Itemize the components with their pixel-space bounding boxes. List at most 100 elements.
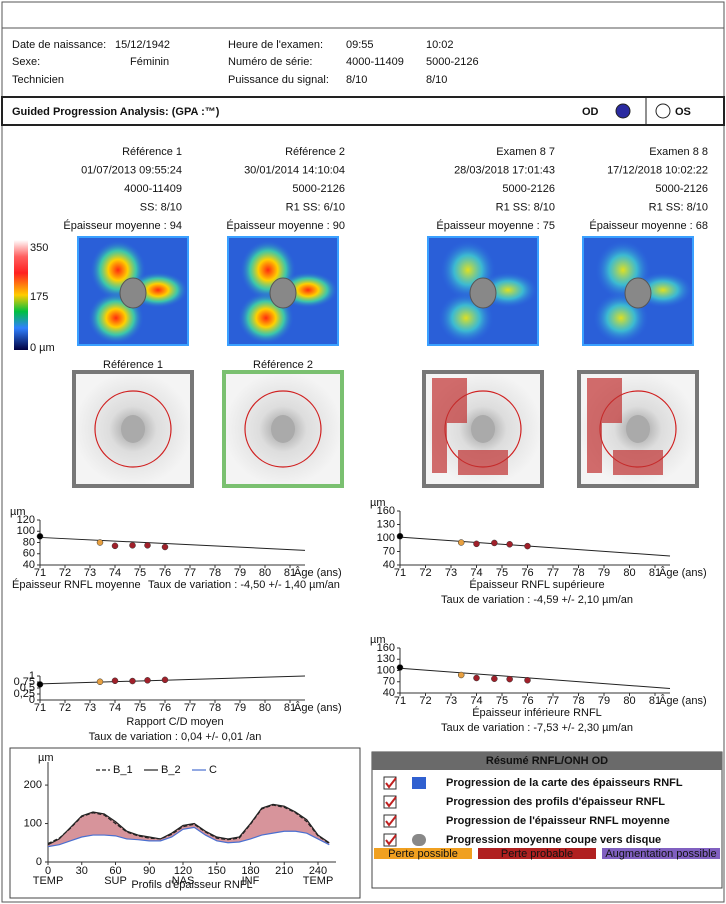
exam-datetime: 01/07/2013 09:55:24 bbox=[81, 164, 182, 176]
label: Rapport C/D moyen bbox=[126, 716, 223, 728]
x-tick-label: 77 bbox=[547, 695, 559, 707]
label: Référence 2 bbox=[253, 359, 313, 371]
x-tick-label: 76 bbox=[521, 695, 533, 707]
label: Âge (ans) bbox=[294, 566, 342, 579]
x-tick-label: 73 bbox=[84, 567, 96, 579]
exam-datetime: 17/12/2018 10:02:22 bbox=[607, 164, 708, 176]
x-tick-label: 76 bbox=[159, 567, 171, 579]
label: Numéro de série: bbox=[228, 56, 312, 68]
y-tick-label: 100 bbox=[377, 532, 395, 544]
x-tick-label: 78 bbox=[572, 695, 584, 707]
label: 10:02 bbox=[426, 39, 454, 51]
x-tick-label: 80 bbox=[623, 695, 635, 707]
trend-point bbox=[145, 677, 151, 683]
y-tick-label: 160 bbox=[377, 505, 395, 517]
x-tick-label: 79 bbox=[598, 695, 610, 707]
x-tick-label: 71 bbox=[394, 567, 406, 579]
exam-name: Examen 8 7 bbox=[496, 146, 555, 158]
trend-point bbox=[474, 541, 480, 547]
y-tick-label: 100 bbox=[17, 525, 35, 537]
trend-point bbox=[112, 543, 118, 549]
exam-serial: 4000-11409 bbox=[124, 183, 182, 195]
x-tick-label: 78 bbox=[209, 702, 221, 714]
x-tick-label: 210 bbox=[275, 865, 293, 877]
label: Progression des profils d'épaisseur RNFL bbox=[446, 796, 665, 808]
x-tick-label: 30 bbox=[76, 865, 88, 877]
y-tick-label: 60 bbox=[23, 548, 35, 560]
exam-thickness: Épaisseur moyenne : 68 bbox=[589, 219, 708, 232]
label: OS bbox=[675, 106, 691, 118]
label: Taux de variation : -7,53 +/- 2,30 µm/an bbox=[441, 722, 633, 734]
trend-point bbox=[162, 677, 168, 683]
legend-label: B_1 bbox=[113, 764, 133, 776]
label: Féminin bbox=[130, 56, 169, 68]
x-tick-label: 73 bbox=[445, 695, 457, 707]
label: Technicien bbox=[12, 74, 64, 86]
trend-point bbox=[112, 678, 118, 684]
exam-ss: SS: 8/10 bbox=[140, 201, 182, 213]
label: 350 bbox=[30, 242, 48, 254]
x-tick-label: 79 bbox=[234, 567, 246, 579]
trend-point bbox=[37, 533, 43, 539]
optic-disc bbox=[625, 278, 651, 308]
x-tick-label: 150 bbox=[208, 865, 226, 877]
label: Taux de variation : -4,50 +/- 1,40 µm/an bbox=[148, 579, 340, 591]
exam-ss: R1 SS: 6/10 bbox=[286, 201, 345, 213]
x-tick-label: 77 bbox=[184, 567, 196, 579]
exam-datetime: 28/03/2018 17:01:43 bbox=[454, 164, 555, 176]
trend-point bbox=[162, 544, 168, 550]
label: Épaisseur RNFL moyenne bbox=[12, 578, 141, 591]
x-tick-label: 80 bbox=[623, 567, 635, 579]
exam-serial: 5000-2126 bbox=[502, 183, 555, 195]
y-tick-label: 0 bbox=[36, 856, 42, 868]
label: Puissance du signal: bbox=[228, 74, 329, 86]
trend-point bbox=[97, 540, 103, 546]
sector-label: TEMP bbox=[33, 875, 64, 887]
x-tick-label: 74 bbox=[470, 695, 482, 707]
disc bbox=[626, 415, 650, 443]
label: Taux de variation : 0,04 +/- 0,01 /an bbox=[89, 731, 262, 743]
x-tick-label: 90 bbox=[143, 865, 155, 877]
legend-label: C bbox=[209, 764, 217, 776]
trend-fit bbox=[40, 676, 305, 684]
trend-fit bbox=[400, 537, 670, 556]
optic-disc bbox=[470, 278, 496, 308]
report-title: Guided Progression Analysis: (GPA :™) bbox=[12, 106, 220, 118]
label: Progression de l'épaisseur RNFL moyenne bbox=[446, 815, 670, 827]
label: Sexe: bbox=[12, 56, 40, 68]
sector-label: SUP bbox=[104, 875, 127, 887]
y-tick-label: 120 bbox=[17, 514, 35, 526]
y-tick-label: 160 bbox=[377, 642, 395, 654]
trend-point bbox=[130, 678, 136, 684]
x-tick-label: 74 bbox=[109, 702, 121, 714]
trend-point bbox=[507, 676, 513, 682]
icon bbox=[412, 777, 426, 789]
label: Progression moyenne coupe vers disque bbox=[446, 834, 661, 846]
x-tick-label: 71 bbox=[34, 567, 46, 579]
x-tick-label: 80 bbox=[259, 567, 271, 579]
label: Perte probable bbox=[501, 848, 573, 860]
exam-datetime: 30/01/2014 14:10:04 bbox=[244, 164, 345, 176]
x-tick-label: 73 bbox=[445, 567, 457, 579]
label: Date de naissance: bbox=[12, 39, 106, 51]
label: Âge (ans) bbox=[294, 701, 342, 714]
x-tick-label: 72 bbox=[59, 567, 71, 579]
y-tick-label: 200 bbox=[24, 779, 42, 791]
label: 175 bbox=[30, 291, 48, 303]
trend-point bbox=[507, 541, 513, 547]
trend-point bbox=[37, 681, 43, 687]
x-tick-label: 77 bbox=[184, 702, 196, 714]
icon bbox=[412, 815, 426, 827]
disc bbox=[471, 415, 495, 443]
label: Référence 1 bbox=[103, 359, 163, 371]
gpa-report: Date de naissance:15/12/1942Sexe:Féminin… bbox=[0, 0, 726, 904]
trend-fit bbox=[400, 668, 670, 688]
label: 0 µm bbox=[30, 342, 55, 354]
y-tick-label: 100 bbox=[24, 817, 42, 829]
exam-thickness: Épaisseur moyenne : 90 bbox=[226, 219, 345, 232]
trend-fit bbox=[40, 537, 305, 550]
label: Âge (ans) bbox=[659, 566, 707, 579]
exam-name: Examen 8 8 bbox=[649, 146, 708, 158]
label: Taux de variation : -4,59 +/- 2,10 µm/an bbox=[441, 594, 633, 606]
trend-point bbox=[397, 533, 403, 539]
